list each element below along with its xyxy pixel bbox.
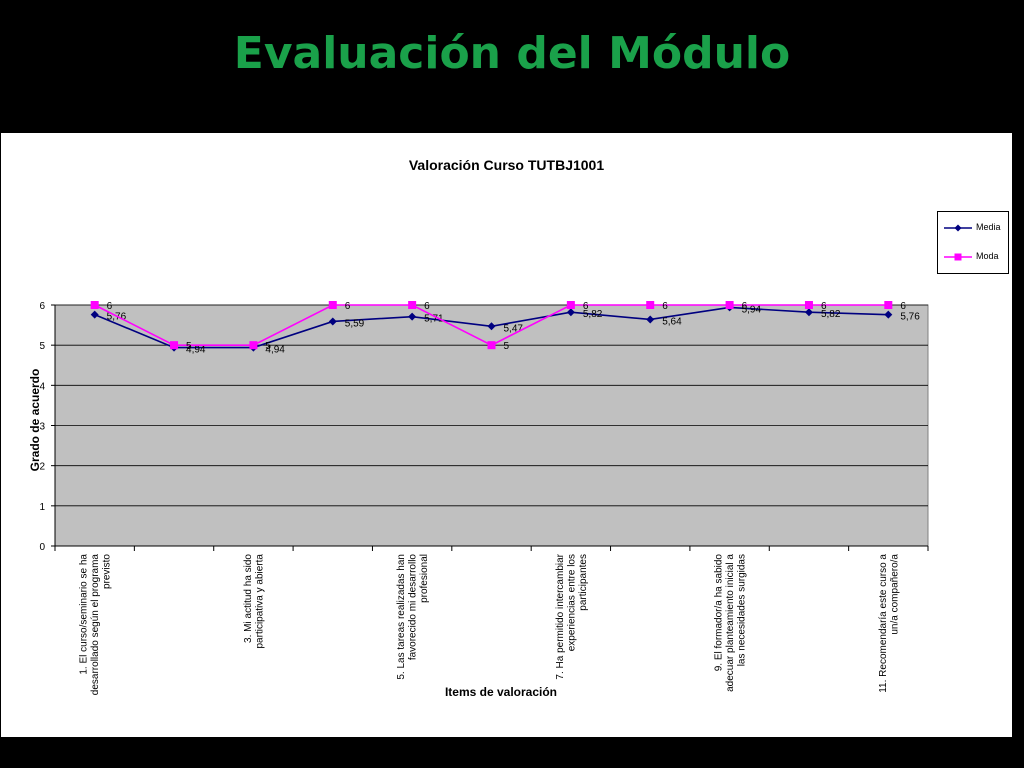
data-label-media: 5,64 [662,316,682,327]
data-point-moda [328,301,337,309]
x-category-label: 9. El formador/a ha sabidoadecuar plante… [714,554,748,692]
y-tick-label: 6 [39,301,45,312]
y-tick-label: 5 [39,341,45,352]
chart-legend: Media Moda [937,211,1009,274]
diamond-marker-icon [944,224,972,232]
data-point-moda [884,301,893,309]
legend-item-moda: Moda [938,250,1008,264]
data-label-moda: 6 [821,301,827,312]
y-tick-label: 4 [39,381,45,392]
chart-title: Valoración Curso TUTBJ1001 [408,157,605,173]
data-label-media: 5,82 [583,309,603,320]
data-point-media [328,317,337,326]
data-point-moda [566,301,575,309]
data-point-media [90,310,99,319]
data-label-moda: 6 [345,301,351,312]
data-label-moda: 6 [424,301,430,312]
legend-label-media: Media [976,222,1001,232]
y-tick-label: 2 [39,462,45,473]
data-point-moda [487,341,496,350]
x-category-label: 3. Mi actitud ha sidoparticipativa y abi… [243,554,266,649]
legend-label-moda: Moda [976,251,999,261]
x-category-label: 11. Recomendaría este curso aun/a compañ… [878,554,901,693]
data-point-media [487,322,496,331]
data-point-moda [646,301,655,309]
line-chart: 0 1 2 3 4 5 6 1. El curso/seminario se hadesarr… [39,301,929,696]
data-label-moda: 6 [583,301,589,312]
data-label-moda: 6 [662,301,668,312]
data-point-media [408,312,417,321]
data-label-media: 4,94 [186,345,206,356]
x-category-label: 1. El curso/seminario se hadesarrollado … [79,554,113,696]
data-label-media: 5,47 [504,323,524,334]
data-point-moda [170,341,179,350]
slide-title: Evaluación del Módulo [233,28,791,79]
data-point-media [646,315,655,324]
data-point-moda [804,301,813,309]
square-marker-icon [944,253,972,261]
data-label-moda: 6 [900,301,906,312]
data-point-media [804,308,813,317]
data-label-moda: 5 [186,341,192,352]
data-point-moda [408,301,417,309]
y-axis-title: Grado de acuerdo [28,368,42,472]
x-category-label: 5. Las tareas realizadas hanfavorecido m… [396,554,430,680]
data-label-media: 5,94 [742,304,762,315]
data-label-media: 5,76 [107,312,127,323]
data-label-moda: 5 [265,341,271,352]
x-category-label: 7. Ha permitido intercambiarexperiencias… [555,553,589,679]
data-label-media: 5,76 [900,312,920,323]
chart-panel: 0 1 2 3 4 5 6 1. El curso/seminario se hadesarr… [1,133,1012,737]
data-point-media [884,310,893,319]
data-label-media: 5,71 [424,314,444,325]
data-point-moda [90,301,99,309]
data-label-moda: 6 [107,301,113,312]
data-label-moda: 6 [742,301,748,312]
data-label-media: 4,94 [265,345,285,356]
legend-item-media: Media [938,221,1008,235]
data-point-moda [249,341,258,350]
data-point-media [566,308,575,317]
data-label-media: 5,82 [821,309,841,320]
data-label-media: 5,59 [345,318,365,329]
x-axis-title: Items de valoración [444,685,558,699]
y-tick-label: 3 [39,422,45,433]
data-label-moda: 5 [504,341,510,352]
y-tick-label: 1 [39,502,45,513]
data-point-moda [725,301,734,309]
y-tick-label: 0 [39,542,45,553]
